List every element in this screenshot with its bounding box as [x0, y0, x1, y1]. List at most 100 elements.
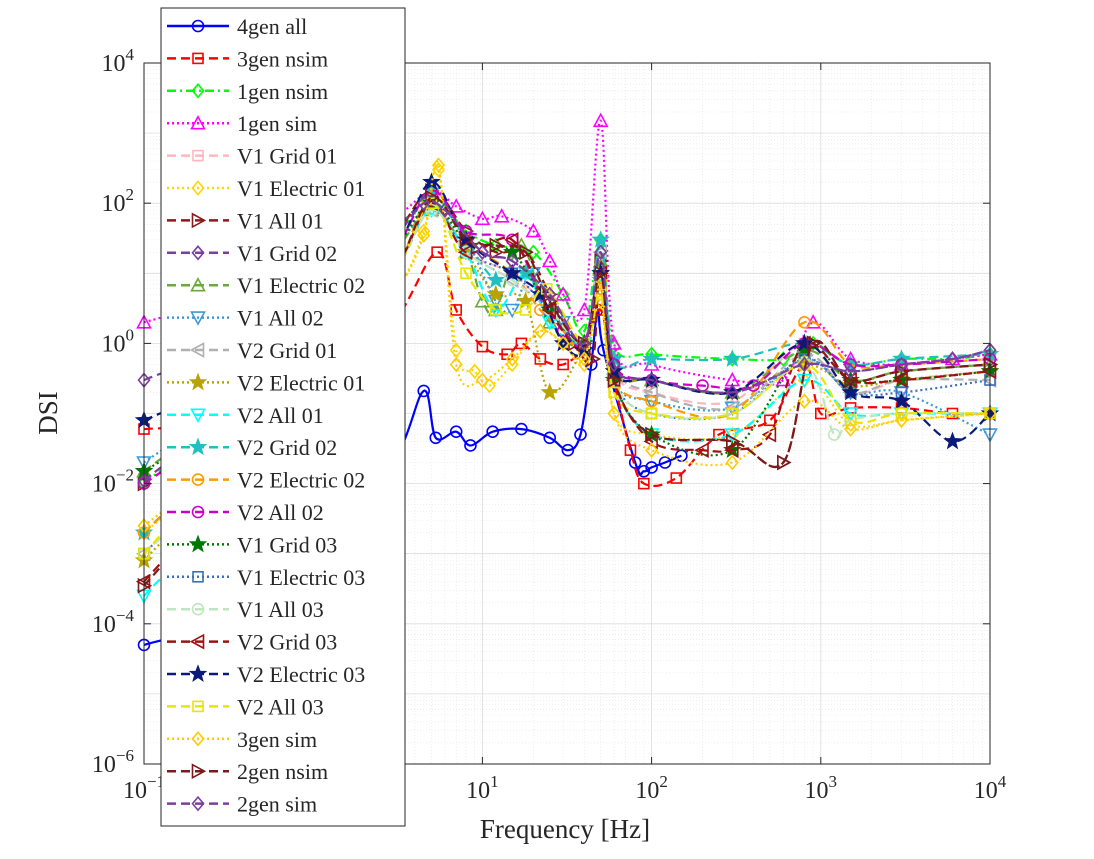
- legend-item[interactable]: 2gen nsim: [167, 759, 328, 784]
- data-point: [645, 461, 658, 474]
- legend-swatch-marker: [191, 180, 205, 196]
- data-point: [797, 356, 811, 373]
- data-point: [725, 384, 739, 401]
- legend-item[interactable]: 4gen all: [167, 14, 307, 39]
- data-point: [476, 340, 489, 353]
- data-point: [417, 384, 431, 398]
- legend-label: V2 All 03: [237, 694, 324, 719]
- data-point: [519, 304, 532, 316]
- legend-item[interactable]: V2 Electric 02: [167, 468, 365, 493]
- legend-swatch-marker: [192, 149, 204, 162]
- data-point: [894, 356, 909, 373]
- legend-item[interactable]: V2 All 02: [167, 500, 324, 525]
- legend-label: V2 All 02: [237, 500, 324, 525]
- legend-item[interactable]: V2 Grid 03: [167, 630, 337, 655]
- series-line: [143, 202, 991, 555]
- legend-swatch-marker: [188, 664, 208, 682]
- data-point: [670, 472, 683, 484]
- data-point: [489, 304, 502, 316]
- legend-swatch-marker: [191, 83, 205, 99]
- legend-label: V2 Electric 03: [237, 662, 365, 687]
- data-point: [543, 293, 558, 310]
- data-point: [637, 464, 651, 478]
- data-point: [474, 293, 491, 308]
- data-point: [645, 372, 659, 388]
- data-point: [945, 351, 960, 367]
- data-point: [798, 315, 811, 329]
- data-point: [726, 407, 739, 420]
- legend-label: V2 Grid 03: [237, 630, 337, 655]
- data-point: [797, 393, 811, 409]
- data-point: [431, 246, 443, 258]
- data-point: [448, 198, 465, 213]
- x-tick-label: 101: [466, 772, 499, 804]
- y-tick: 10−2: [92, 466, 990, 498]
- data-point: [577, 351, 591, 367]
- data-point: [561, 443, 575, 457]
- legend-item[interactable]: V2 All 03: [167, 694, 324, 719]
- legend-label: V1 All 01: [237, 208, 324, 233]
- legend-item[interactable]: 1gen sim: [167, 111, 317, 136]
- data-point: [493, 208, 510, 223]
- data-point: [449, 356, 463, 373]
- data-point: [438, 202, 452, 218]
- legend-item[interactable]: V2 Grid 02: [167, 435, 337, 460]
- data-point: [468, 363, 482, 380]
- data-point: [841, 382, 860, 401]
- data-point: [534, 353, 547, 365]
- data-point: [574, 428, 587, 441]
- legend-label: 4gen all: [237, 14, 307, 39]
- x-tick-label: 104: [974, 772, 1007, 804]
- legend-swatch-marker: [191, 731, 205, 747]
- legend-swatch-marker: [191, 19, 205, 33]
- legend-item[interactable]: V2 Electric 01: [167, 370, 365, 395]
- y-axis-label: DSI: [33, 391, 63, 435]
- data-point: [515, 337, 528, 350]
- data-point: [893, 372, 908, 388]
- y-axis-ticks: 10−6 10−4 10−2 100 102 104: [92, 45, 990, 778]
- legend-label: V1 Grid 02: [237, 241, 337, 266]
- data-point: [489, 237, 504, 254]
- legend-item[interactable]: V2 Grid 01: [167, 338, 337, 363]
- data-point: [474, 210, 491, 226]
- data-point: [464, 439, 477, 452]
- data-point: [894, 412, 909, 429]
- legend-item[interactable]: 3gen nsim: [167, 46, 328, 71]
- legend-item[interactable]: V2 All 01: [167, 403, 324, 428]
- y-tick-label: 102: [102, 185, 135, 217]
- data-point: [844, 414, 857, 427]
- legend-swatch-marker: [189, 342, 205, 358]
- legend-item[interactable]: 2gen sim: [167, 792, 317, 817]
- y-tick: 10−6: [92, 746, 990, 778]
- legend-swatch-marker: [191, 245, 205, 261]
- series-line: [143, 308, 682, 646]
- legend-item[interactable]: V1 All 03: [167, 597, 324, 622]
- legend-item[interactable]: V1 Grid 02: [167, 241, 337, 266]
- series-line: [143, 199, 991, 482]
- legend-item[interactable]: 3gen sim: [167, 727, 317, 752]
- legend-item[interactable]: V1 Electric 01: [167, 176, 365, 201]
- legend-item[interactable]: V1 All 01: [167, 208, 324, 233]
- data-point: [806, 335, 822, 352]
- series-line: [143, 251, 991, 488]
- legend-label: V1 All 03: [237, 597, 324, 622]
- legend[interactable]: 4gen all 3gen nsim 1gen nsim 1gen sim V1 Gri…: [160, 7, 406, 827]
- legend-label: V2 All 01: [237, 403, 324, 428]
- data-point: [775, 371, 792, 387]
- data-point: [502, 263, 522, 282]
- legend-item[interactable]: V1 Electric 02: [167, 273, 365, 298]
- data-point: [645, 407, 658, 420]
- legend-item[interactable]: V1 All 02: [167, 306, 324, 331]
- legend-item[interactable]: V1 Grid 03: [167, 532, 337, 557]
- legend-label: V2 Electric 01: [237, 370, 365, 395]
- x-tick-label: 103: [805, 772, 838, 804]
- legend-item[interactable]: V2 Electric 03: [167, 662, 365, 687]
- legend-swatch-marker: [190, 277, 206, 292]
- y-tick-label: 10−2: [92, 466, 134, 498]
- legend-item[interactable]: V1 Electric 03: [167, 565, 365, 590]
- legend-swatch-marker: [188, 534, 208, 553]
- legend-item[interactable]: V1 Grid 01: [167, 144, 337, 169]
- legend-label: 2gen nsim: [237, 759, 328, 784]
- legend-item[interactable]: 1gen nsim: [167, 79, 328, 104]
